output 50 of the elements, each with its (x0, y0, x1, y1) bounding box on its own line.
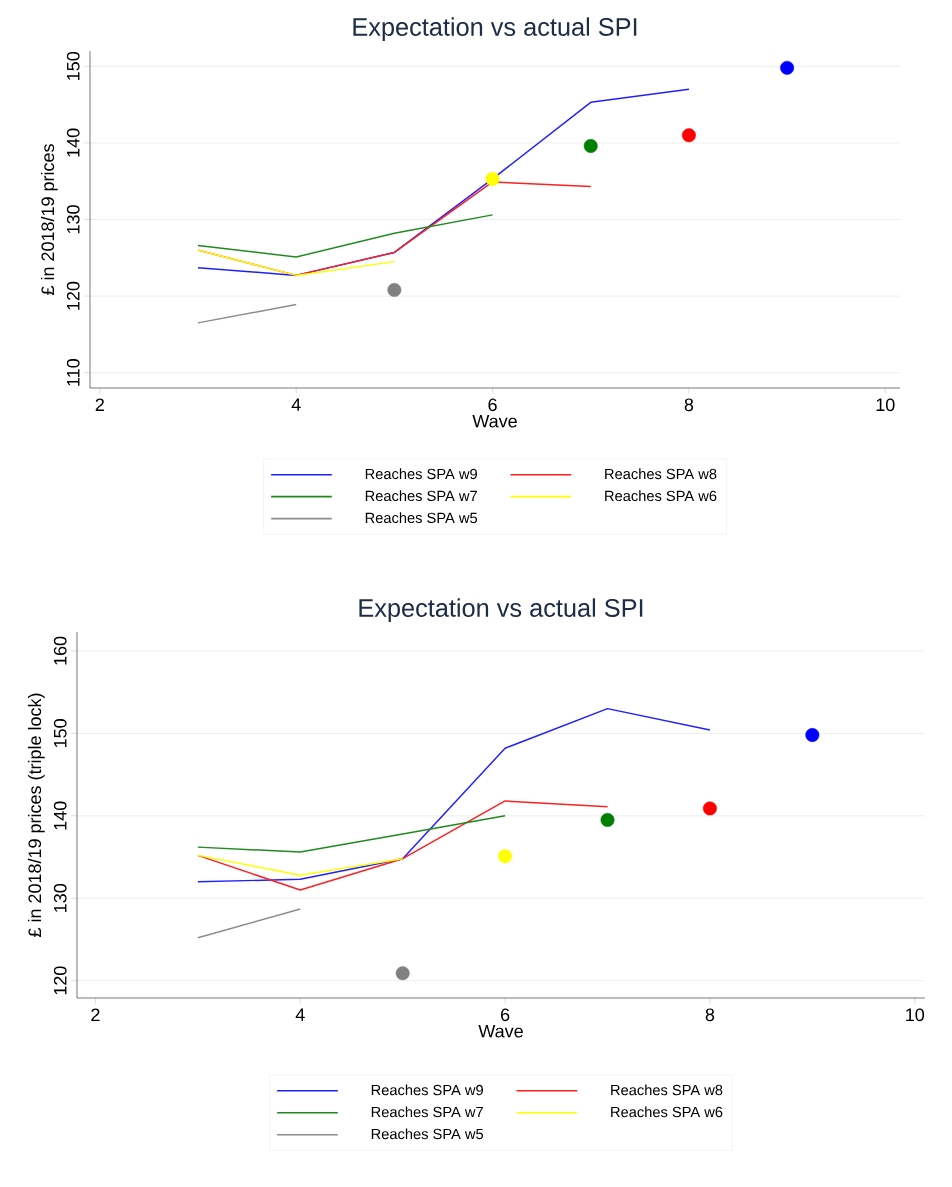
chart-title: Expectation vs actual SPI (353, 17, 637, 41)
legend-label: Reaches SPA w7 (371, 1106, 483, 1118)
point (498, 849, 513, 864)
line-series (197, 815, 506, 853)
legend-label: Reaches SPA w5 (371, 1128, 484, 1140)
y-tick-label: 130 (66, 205, 80, 234)
legend-label: Reaches SPA w6 (605, 490, 717, 502)
y-tick-label: 120 (66, 281, 80, 310)
point (485, 171, 500, 186)
legend-label: Reaches SPA w8 (611, 1084, 723, 1096)
x-tick-label: 6 (488, 398, 497, 412)
point (600, 813, 615, 827)
y-tick-label: 140 (53, 801, 67, 830)
x-tick-label: 8 (705, 1008, 715, 1022)
line-series (197, 214, 494, 258)
x-axis-title: Wave (478, 1024, 523, 1038)
x-tick-label: 8 (684, 398, 694, 412)
legend-label: Reaches SPA w8 (605, 468, 717, 480)
line-series (197, 707, 711, 883)
x-axis-title: Wave (472, 414, 517, 428)
x-tick-label: 6 (501, 1008, 510, 1022)
point (703, 801, 717, 816)
legend-label: Reaches SPA w7 (365, 490, 477, 502)
x-tick-label: 4 (295, 1008, 305, 1021)
legend-label: Reaches SPA w9 (371, 1084, 483, 1096)
y-tick-label: 150 (66, 52, 80, 80)
x-tick-label: 10 (906, 1008, 925, 1022)
chart-title: Expectation vs actual SPI (359, 598, 643, 622)
y-tick-label: 150 (53, 719, 67, 748)
legend-label: Reaches SPA w9 (365, 468, 477, 480)
x-tick-label: 10 (876, 398, 895, 412)
point (583, 139, 598, 153)
y-tick-label: 120 (53, 966, 67, 995)
point (395, 966, 410, 981)
y-tick-label: 160 (53, 636, 67, 665)
x-tick-label: 4 (291, 398, 301, 411)
y-axis-title: £ in 2018/19 prices (triple lock) (27, 693, 45, 938)
point (780, 60, 795, 75)
legend-label: Reaches SPA w5 (365, 512, 478, 524)
legend-label: Reaches SPA w6 (611, 1106, 723, 1118)
y-tick-label: 130 (53, 883, 67, 912)
y-tick-label: 110 (66, 359, 80, 386)
y-tick-label: 140 (66, 128, 80, 157)
y-axis-title: £ in 2018/19 prices (40, 144, 58, 296)
x-tick-label: 2 (91, 1008, 100, 1021)
x-tick-label: 2 (95, 398, 104, 411)
point (681, 128, 696, 143)
point (805, 728, 820, 742)
point (387, 283, 402, 297)
line-series (197, 800, 609, 891)
